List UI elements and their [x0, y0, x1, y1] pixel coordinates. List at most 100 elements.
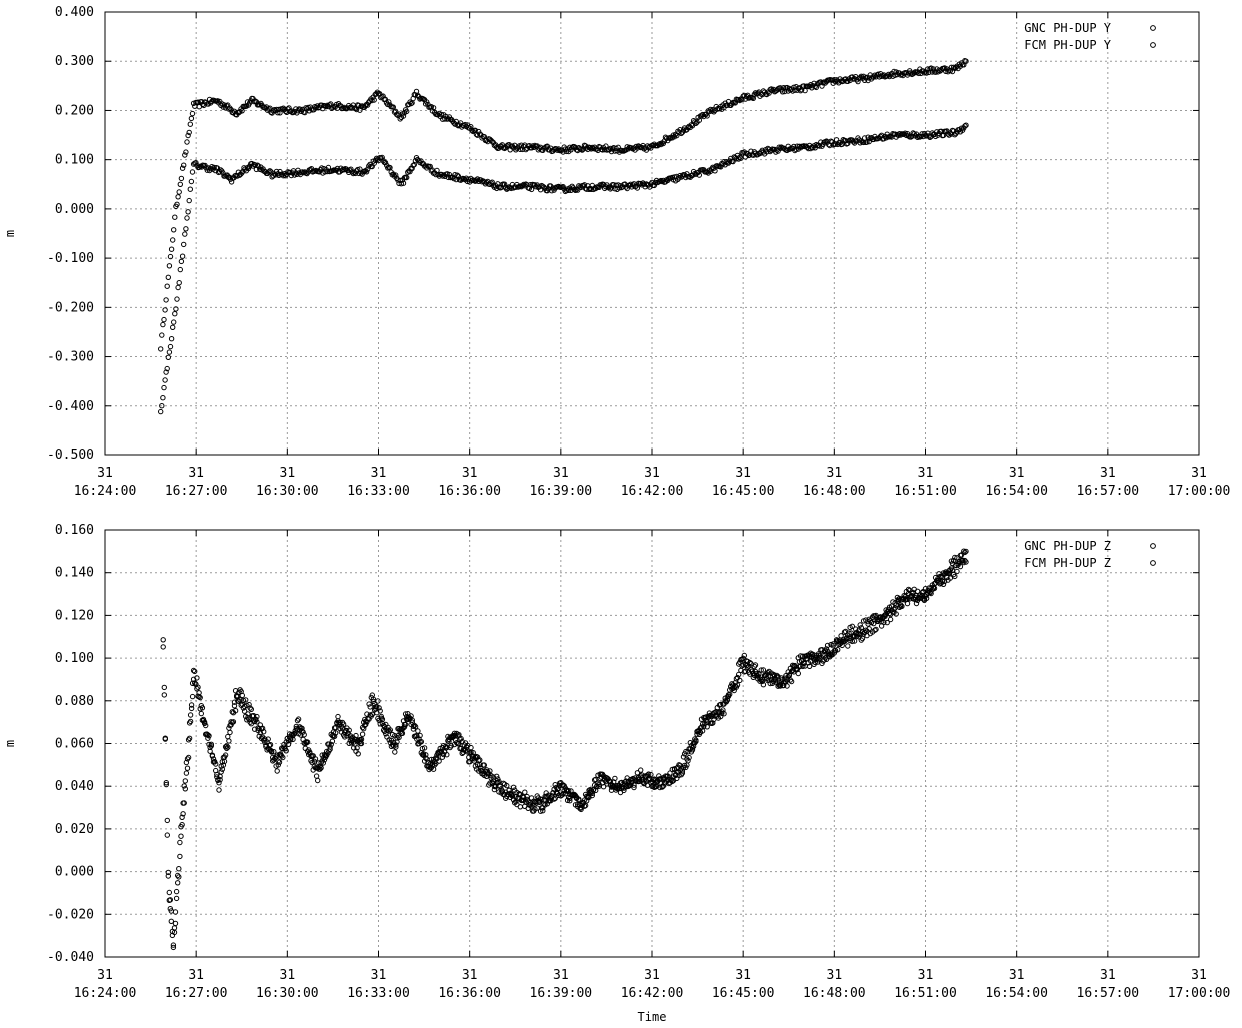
- data-point-series-1: [166, 349, 173, 355]
- data-point-series-1: [576, 797, 582, 803]
- data-point-series-1: [181, 800, 187, 806]
- data-point-series-1: [947, 575, 953, 581]
- data-point-series-0: [270, 108, 276, 114]
- data-point-series-0: [175, 194, 181, 200]
- data-point-series-0: [163, 297, 169, 303]
- data-point-series-1: [265, 736, 271, 742]
- data-point-series-0: [184, 756, 191, 762]
- data-point-series-1: [267, 742, 274, 748]
- data-point-series-1: [963, 122, 969, 128]
- data-point-series-0: [300, 729, 306, 735]
- data-point-series-1: [594, 784, 600, 790]
- data-point-series-1: [884, 619, 890, 626]
- x-tick-label-day: 31: [735, 466, 751, 481]
- data-point-series-1: [589, 790, 595, 796]
- data-point-series-0: [400, 113, 407, 119]
- data-point-series-0: [349, 105, 355, 111]
- data-point-series-1: [718, 701, 724, 708]
- data-point-series-1: [396, 734, 402, 740]
- data-point-series-1: [857, 631, 863, 638]
- data-point-series-1: [189, 693, 196, 700]
- data-point-series-1: [282, 173, 289, 179]
- data-point-series-1: [253, 716, 259, 722]
- data-point-series-1: [188, 705, 195, 712]
- data-point-series-0: [704, 113, 710, 119]
- data-point-series-0: [166, 263, 173, 269]
- data-point-series-1: [927, 134, 933, 141]
- data-point-series-1: [767, 680, 773, 687]
- data-point-series-0: [170, 237, 176, 243]
- data-point-series-1: [782, 675, 788, 681]
- y-tick-label: -0.100: [47, 251, 94, 266]
- data-point-series-1: [246, 716, 252, 722]
- data-point-series-1: [669, 766, 675, 773]
- data-point-series-1: [365, 166, 371, 172]
- data-point-series-1: [217, 777, 223, 783]
- data-point-series-0: [813, 84, 819, 91]
- data-point-series-0: [950, 557, 957, 564]
- data-point-series-1: [659, 784, 665, 790]
- x-tick-label-time: 16:39:00: [530, 484, 593, 499]
- data-point-series-0: [177, 181, 184, 188]
- data-point-series-0: [160, 637, 166, 643]
- data-point-series-1: [262, 739, 268, 746]
- data-point-series-1: [535, 798, 541, 804]
- data-point-series-1: [173, 895, 180, 902]
- data-point-series-0: [315, 777, 321, 784]
- x-tick-label-day: 31: [918, 968, 934, 983]
- data-point-series-1: [889, 603, 895, 609]
- data-point-series-0: [857, 74, 863, 81]
- data-point-series-0: [532, 142, 538, 149]
- data-point-series-1: [288, 172, 294, 179]
- data-point-series-0: [724, 102, 731, 108]
- data-point-series-0: [186, 129, 192, 136]
- data-point-series-0: [160, 321, 166, 328]
- data-point-series-1: [524, 796, 530, 803]
- data-point-series-1: [703, 714, 709, 720]
- data-point-series-1: [719, 709, 725, 715]
- data-point-series-1: [549, 188, 555, 194]
- data-point-series-1: [653, 779, 660, 785]
- data-point-series-1: [561, 787, 567, 794]
- data-point-series-0: [189, 110, 196, 117]
- data-point-series-0: [819, 83, 825, 89]
- x-tick-label-day: 31: [644, 466, 660, 481]
- data-point-series-1: [465, 749, 471, 755]
- data-point-series-0: [958, 552, 965, 558]
- data-point-series-1: [397, 177, 403, 184]
- data-point-series-1: [600, 784, 607, 790]
- data-point-series-1: [638, 180, 644, 187]
- data-point-series-1: [559, 792, 565, 798]
- data-point-series-1: [404, 174, 410, 181]
- data-point-series-1: [177, 266, 184, 273]
- data-point-series-0: [178, 175, 185, 182]
- data-point-series-1: [281, 744, 287, 750]
- data-point-series-1: [257, 730, 263, 736]
- data-point-series-1: [944, 570, 950, 576]
- data-point-series-0: [926, 69, 932, 76]
- data-point-series-1: [685, 758, 691, 764]
- data-point-series-0: [364, 102, 371, 108]
- x-tick-label-time: 16:24:00: [74, 986, 137, 1001]
- data-point-series-1: [557, 782, 563, 789]
- data-point-series-1: [174, 296, 180, 302]
- data-point-series-0: [683, 748, 689, 755]
- data-point-series-1: [378, 713, 384, 720]
- data-point-series-0: [667, 135, 673, 142]
- data-point-series-1: [163, 781, 170, 788]
- x-tick-label-time: 16:27:00: [165, 986, 228, 1001]
- data-point-series-1: [940, 581, 947, 587]
- data-point-series-1: [849, 638, 855, 645]
- data-point-series-0: [962, 549, 968, 556]
- data-point-series-0: [456, 732, 462, 738]
- y-tick-label: 0.100: [55, 153, 94, 168]
- data-point-series-1: [768, 147, 774, 154]
- data-point-series-1: [615, 783, 621, 789]
- data-point-series-0: [710, 720, 716, 726]
- data-point-series-0: [239, 692, 246, 699]
- data-point-series-0: [183, 149, 189, 155]
- data-point-series-1: [187, 186, 194, 192]
- data-point-series-1: [899, 603, 905, 609]
- y-tick-label: -0.020: [47, 907, 94, 922]
- data-point-series-1: [516, 791, 522, 797]
